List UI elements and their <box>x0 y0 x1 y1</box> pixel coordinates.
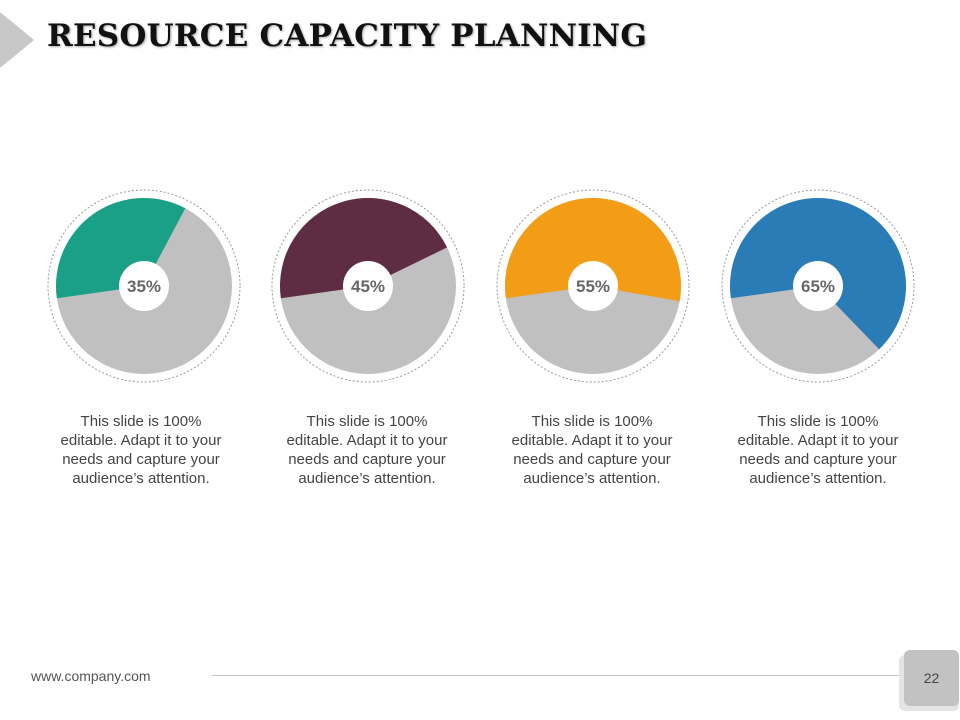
slide-title: RESOURCE CAPACITY PLANNING <box>47 18 648 54</box>
donut-slice-3 <box>505 197 681 302</box>
donut-slice-2 <box>280 198 448 299</box>
donut-ring-3 <box>496 189 690 383</box>
donut-value-label-3: 55% <box>576 277 610 296</box>
description-text-4: This slide is 100% editable. Adapt it to… <box>737 413 899 487</box>
footer-divider <box>212 675 902 676</box>
donut-hole-4 <box>793 261 843 311</box>
corner-triangle-decoration <box>0 12 34 68</box>
page-number: 22 <box>904 650 959 706</box>
donut-slice-1 <box>56 197 186 299</box>
donut-ring-4 <box>721 189 915 383</box>
donut-ring-2 <box>271 189 465 383</box>
description-text-3: This slide is 100% editable. Adapt it to… <box>511 413 673 487</box>
donut-hole-1 <box>119 261 169 311</box>
description-text-2: This slide is 100% editable. Adapt it to… <box>286 413 448 487</box>
donut-hole-2 <box>343 261 393 311</box>
footer-url: www.company.com <box>31 668 151 684</box>
description-text-1: This slide is 100% editable. Adapt it to… <box>60 413 222 487</box>
donut-value-label-4: 65% <box>801 277 835 296</box>
donut-value-label-2: 45% <box>351 277 385 296</box>
donut-hole-3 <box>568 261 618 311</box>
donut-ring-1 <box>47 189 241 383</box>
donut-value-label-1: 35% <box>127 277 161 296</box>
